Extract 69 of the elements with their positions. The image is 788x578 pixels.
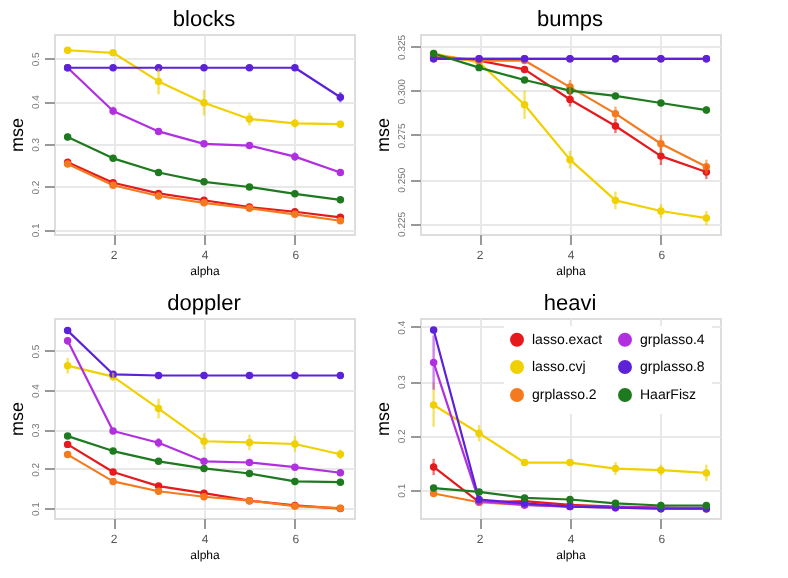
point <box>291 190 299 198</box>
y-axis-title: mse <box>373 117 393 153</box>
point <box>657 140 665 148</box>
point <box>245 458 254 467</box>
point <box>336 196 345 204</box>
point <box>611 196 620 205</box>
point <box>475 63 483 72</box>
point <box>200 371 208 380</box>
point <box>657 152 665 160</box>
point <box>109 468 117 476</box>
point <box>520 65 529 74</box>
point <box>657 99 665 107</box>
point <box>63 440 72 449</box>
point <box>200 64 208 72</box>
point <box>245 183 254 191</box>
point <box>154 371 163 380</box>
y-axis-title: mse <box>7 401 27 437</box>
point <box>200 457 208 466</box>
point <box>475 488 483 496</box>
point <box>109 427 117 435</box>
point <box>154 404 163 413</box>
point <box>245 371 254 380</box>
point <box>566 458 574 467</box>
point <box>200 464 208 473</box>
point <box>245 141 254 150</box>
point <box>154 127 163 136</box>
point <box>520 76 529 84</box>
point <box>566 495 574 504</box>
point <box>475 429 483 437</box>
point <box>429 358 438 367</box>
point <box>63 432 72 440</box>
point <box>63 450 72 459</box>
point <box>429 463 438 471</box>
point <box>200 99 208 107</box>
point <box>291 463 299 471</box>
point <box>154 457 163 466</box>
point <box>154 77 163 86</box>
y-axis-title: mse <box>373 401 393 437</box>
y-axis-title: mse <box>7 117 27 153</box>
point <box>63 326 72 335</box>
point <box>200 437 208 445</box>
point <box>429 326 438 334</box>
point <box>245 469 254 478</box>
point <box>109 64 117 72</box>
point <box>336 478 345 486</box>
point <box>566 155 574 164</box>
point <box>245 64 254 72</box>
chart-title: heavi <box>543 292 597 316</box>
point <box>109 447 117 455</box>
chart-title: bumps <box>536 7 604 32</box>
point <box>154 64 163 72</box>
point <box>611 92 620 100</box>
point <box>291 477 299 486</box>
point <box>109 154 117 163</box>
point <box>429 484 438 492</box>
point <box>520 101 529 109</box>
point <box>520 458 529 467</box>
point <box>200 140 208 148</box>
point <box>702 469 711 477</box>
point <box>291 371 299 380</box>
point <box>154 168 163 177</box>
chart-title: doppler <box>167 292 242 316</box>
point <box>291 64 299 72</box>
point <box>429 401 438 409</box>
point <box>109 477 117 486</box>
point <box>200 178 208 186</box>
chart-title: blocks <box>172 8 237 32</box>
point <box>336 371 345 380</box>
point <box>154 487 163 495</box>
